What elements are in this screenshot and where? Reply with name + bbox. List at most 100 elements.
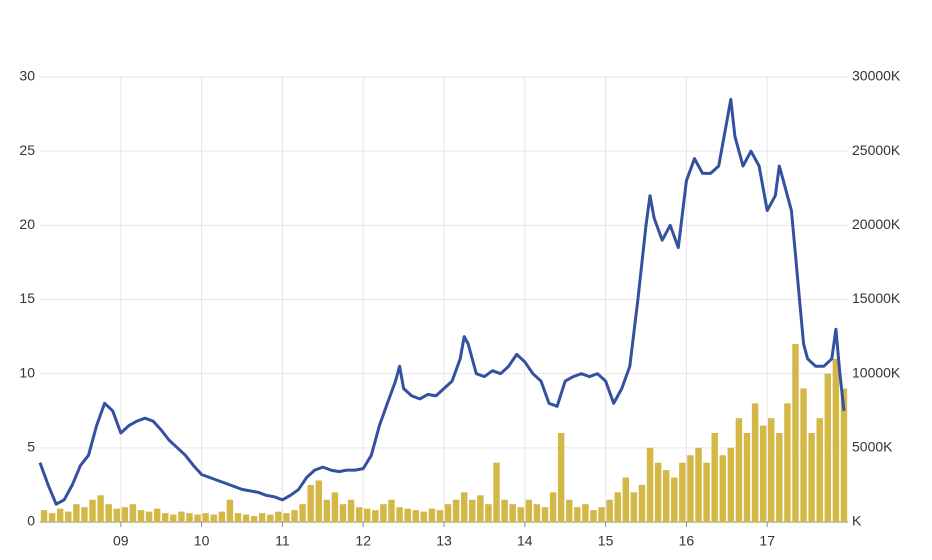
volume-bar — [695, 447, 702, 522]
volume-bar — [444, 504, 452, 522]
volume-bar — [275, 511, 282, 522]
volume-bar — [145, 511, 153, 522]
volume-bar — [428, 508, 436, 522]
x-tick-label: 11 — [275, 533, 290, 549]
volume-bar — [816, 418, 823, 522]
volume-bar — [485, 504, 492, 522]
volume-bar — [719, 455, 726, 522]
volume-bar — [186, 513, 193, 522]
y-tick-label: 30 — [19, 68, 35, 84]
volume-bar — [372, 510, 379, 522]
volume-bar — [299, 504, 306, 522]
volume-bar — [250, 516, 258, 522]
volume-bar — [574, 507, 581, 522]
volume-bar — [751, 403, 759, 522]
volume-bar — [129, 504, 137, 522]
x-tick-label: 16 — [679, 533, 695, 549]
volume-bar — [654, 462, 662, 522]
y2-tick-label: 30000K — [852, 68, 901, 84]
volume-bar — [493, 462, 500, 522]
volume-bar — [566, 499, 573, 522]
y2-tick-label: 5000K — [852, 439, 893, 455]
volume-bar — [703, 462, 710, 522]
y-tick-label: 0 — [27, 513, 35, 529]
volume-bar — [355, 507, 363, 522]
volume-bar — [404, 508, 411, 522]
x-tick-label: 10 — [194, 533, 210, 549]
y-tick-label: 5 — [27, 439, 35, 455]
volume-bar — [452, 499, 460, 522]
volume-bar — [73, 504, 80, 522]
y-tick-label: 10 — [19, 364, 35, 380]
volume-bar — [153, 508, 161, 522]
volume-bar — [162, 513, 169, 522]
volume-bar — [89, 499, 96, 522]
volume-bar — [549, 492, 557, 522]
volume-bar — [598, 507, 605, 522]
volume-bar — [97, 495, 104, 522]
volume-bar — [541, 507, 549, 522]
volume-bar — [218, 511, 226, 522]
volume-bar — [307, 484, 314, 522]
volume-bar — [267, 514, 274, 522]
volume-bar — [420, 511, 428, 522]
volume-bar — [65, 511, 72, 522]
price-line — [38, 97, 846, 506]
volume-bar — [711, 433, 718, 522]
volume-bar — [525, 499, 533, 522]
volume-bar — [170, 514, 177, 522]
volume-bar — [735, 418, 743, 522]
x-tick-label: 17 — [759, 533, 775, 549]
volume-bar — [501, 499, 508, 522]
volume-bar — [105, 504, 112, 522]
volume-bar — [759, 425, 767, 522]
volume-bar — [226, 499, 234, 522]
y2-tick-label: 10000K — [852, 364, 901, 380]
volume-bar — [283, 513, 290, 522]
x-tick-label: 14 — [517, 533, 533, 549]
volume-bar — [339, 504, 347, 522]
volume-bar — [784, 403, 791, 522]
volume-bar — [242, 514, 250, 522]
volume-bar — [291, 510, 298, 522]
volume-bar — [81, 507, 88, 522]
volume-bar — [582, 504, 589, 522]
volume-bar — [178, 511, 185, 522]
volume-bar — [202, 513, 209, 522]
y-tick-label: 20 — [19, 216, 35, 232]
volume-bar — [727, 447, 735, 522]
volume-bar — [323, 499, 331, 522]
volume-bar — [509, 504, 516, 522]
volume-bar — [743, 433, 751, 522]
volume-bar — [210, 514, 217, 522]
x-tick-label: 13 — [436, 533, 452, 549]
volume-bar — [364, 508, 371, 522]
volume-bar — [396, 507, 403, 522]
volume-bar — [646, 447, 654, 522]
volume-bar — [40, 510, 48, 522]
x-tick-label: 09 — [113, 533, 129, 549]
volume-bar — [477, 495, 484, 522]
volume-bar — [768, 418, 775, 522]
volume-bar — [679, 462, 686, 522]
volume-bar — [622, 477, 630, 522]
volume-bar — [614, 492, 621, 522]
y2-tick-label: 15000K — [852, 290, 901, 306]
volume-bar — [832, 358, 840, 522]
volume-bar — [412, 510, 419, 522]
volume-bar — [56, 508, 64, 522]
volume-bar — [469, 499, 476, 522]
volume-bar — [121, 507, 129, 522]
y-tick-label: 15 — [19, 290, 35, 306]
x-tick-label: 12 — [355, 533, 371, 549]
volume-bar — [557, 433, 565, 522]
volume-bar — [48, 513, 56, 522]
volume-bar — [331, 492, 339, 522]
y2-tick-label: 20000K — [852, 216, 901, 232]
volume-bar — [687, 455, 694, 522]
y-tick-label: 25 — [19, 142, 35, 158]
volume-bar — [533, 504, 541, 522]
volume-bar — [460, 492, 468, 522]
volume-bar — [137, 510, 145, 522]
